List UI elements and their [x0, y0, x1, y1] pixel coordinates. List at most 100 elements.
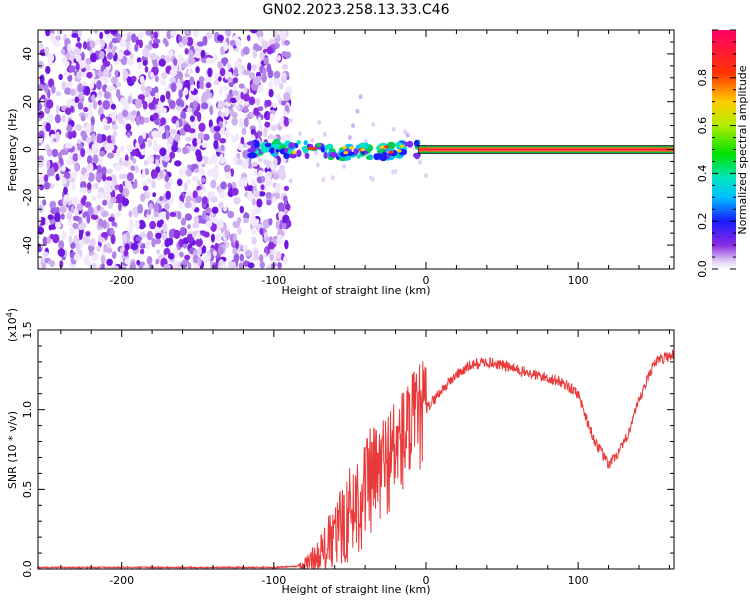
noise-blob	[164, 124, 171, 132]
noise-blob	[202, 210, 207, 220]
x-tick-label: -100	[261, 274, 286, 287]
noise-blob	[170, 82, 177, 93]
noise-blob	[192, 175, 199, 182]
noise-blob	[236, 159, 243, 166]
noise-blob	[251, 236, 257, 245]
noise-blob	[128, 95, 132, 104]
noise-blob	[330, 175, 335, 181]
noise-blob	[255, 45, 263, 51]
noise-blob	[144, 66, 149, 73]
noise-blob	[86, 214, 91, 224]
noise-blob	[246, 185, 255, 192]
band-blob	[379, 154, 388, 162]
noise-blob	[160, 79, 167, 86]
noise-blob	[391, 126, 396, 132]
noise-blob	[151, 237, 156, 248]
noise-blob	[268, 218, 273, 226]
noise-blob	[177, 211, 182, 220]
noise-blob	[77, 30, 83, 38]
noise-blob	[192, 222, 200, 229]
noise-blob	[49, 183, 55, 189]
noise-blob	[249, 111, 255, 119]
noise-blob	[153, 203, 160, 212]
noise-blob	[104, 30, 111, 35]
noise-blob	[201, 230, 208, 237]
noise-blob	[148, 102, 155, 110]
noise-blob	[118, 183, 124, 193]
noise-blob	[213, 264, 218, 269]
noise-blob	[272, 102, 277, 109]
noise-blob	[208, 119, 213, 129]
noise-blob	[255, 30, 263, 37]
band-blob	[366, 155, 371, 160]
noise-blob	[177, 54, 182, 61]
noise-blob	[174, 160, 182, 167]
noise-blob	[283, 117, 290, 127]
noise-blob	[227, 260, 234, 269]
noise-blob	[252, 77, 261, 86]
noise-blob	[181, 259, 190, 265]
noise-blob	[152, 140, 158, 147]
noise-blob	[76, 203, 84, 211]
noise-blob	[142, 60, 148, 66]
noise-blob	[70, 205, 75, 214]
noise-blob	[257, 36, 265, 43]
noise-blob	[140, 84, 146, 92]
noise-blob	[45, 65, 51, 75]
noise-blob	[184, 201, 192, 209]
band-blob	[296, 140, 301, 145]
noise-blob	[285, 203, 291, 212]
noise-blob	[150, 72, 154, 78]
noise-blob	[105, 264, 113, 269]
noise-blob	[42, 236, 48, 247]
noise-blob	[259, 227, 264, 235]
noise-blob	[218, 76, 222, 82]
noise-blob	[224, 72, 229, 80]
noise-blob	[217, 100, 224, 111]
noise-blob	[38, 102, 43, 111]
noise-blob	[78, 231, 83, 240]
noise-blob	[122, 70, 129, 80]
noise-blob	[242, 244, 249, 252]
noise-blob	[231, 187, 239, 196]
colorbar-tick-label: 0.4	[696, 165, 709, 183]
noise-blob	[126, 172, 134, 182]
noise-blob	[358, 94, 363, 100]
noise-blob	[81, 51, 85, 61]
noise-blob	[87, 103, 93, 110]
noise-blob	[177, 72, 183, 80]
noise-blob	[273, 77, 281, 87]
noise-blob	[250, 178, 256, 187]
noise-blob	[235, 133, 239, 142]
noise-blob	[85, 137, 92, 144]
noise-blob	[239, 253, 244, 262]
noise-blob	[231, 111, 238, 119]
noise-blob	[102, 219, 107, 229]
noise-blob	[107, 152, 115, 159]
noise-blob	[238, 178, 245, 188]
noise-blob	[102, 199, 108, 206]
noise-blob	[219, 111, 226, 118]
noise-blob	[201, 177, 206, 183]
noise-blob	[187, 68, 193, 76]
noise-blob	[193, 207, 200, 213]
noise-blob	[284, 239, 289, 250]
noise-blob	[217, 34, 224, 42]
noise-blob	[79, 187, 87, 194]
noise-blob	[252, 189, 260, 198]
noise-blob	[80, 115, 86, 122]
noise-blob	[58, 240, 65, 250]
noise-blob	[242, 69, 251, 76]
noise-blob	[142, 47, 150, 58]
noise-blob	[54, 212, 61, 223]
strong-band-core	[418, 148, 674, 151]
noise-blob	[112, 130, 117, 138]
noise-blob	[60, 48, 66, 55]
noise-blob	[259, 254, 264, 262]
noise-blob	[279, 164, 286, 173]
noise-blob	[73, 234, 79, 244]
noise-blob	[243, 106, 249, 113]
noise-blob	[152, 112, 159, 121]
noise-blob	[142, 100, 148, 110]
band-blob	[346, 151, 355, 156]
